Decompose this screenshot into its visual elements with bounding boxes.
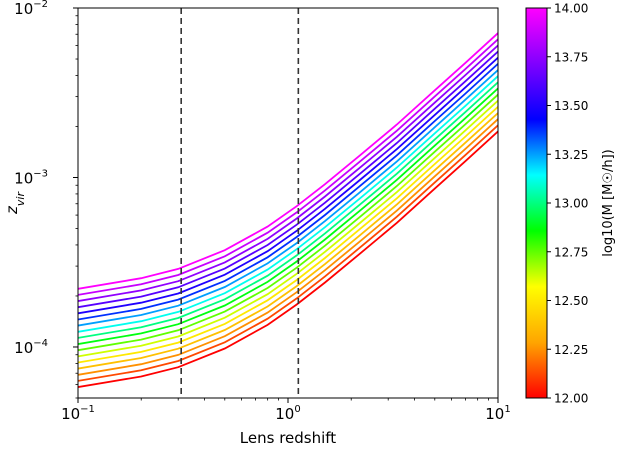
series-line: [78, 32, 498, 290]
y-tick-label: 10−4: [14, 338, 48, 357]
series-line: [78, 106, 498, 364]
series-line: [78, 124, 498, 382]
series-line: [78, 44, 498, 302]
y-tick-label: 10−3: [14, 168, 48, 187]
series-line: [78, 130, 498, 388]
x-tick-label: 100: [275, 404, 300, 423]
colorbar-tick-label: 12.50: [554, 294, 588, 308]
x-tick-label: 10−1: [61, 404, 95, 423]
x-axis-ticks: 10−1 100 101: [61, 398, 511, 423]
y-axis-label: zvir: [3, 191, 27, 215]
colorbar-ticks: 12.00 12.25 12.50 12.75 13.00 13.25 13.50 13.75…: [547, 2, 588, 406]
series-line: [78, 100, 498, 358]
colorbar-tick-label: 12.25: [554, 343, 588, 357]
x-tick-label: 101: [485, 404, 510, 423]
colorbar-tick-label: 13.50: [554, 99, 588, 113]
x-axis-label: Lens redshift: [240, 429, 337, 447]
series-line: [78, 81, 498, 339]
colorbar-tick-label: 14.00: [554, 2, 588, 16]
colorbar: [525, 7, 548, 399]
colorbar-tick-label: 13.75: [554, 50, 588, 64]
series-line: [78, 63, 498, 321]
series-lines: [78, 32, 498, 388]
y-tick-label: 10−2: [14, 0, 48, 18]
colorbar-tick-label: 13.00: [554, 197, 588, 211]
series-line: [78, 75, 498, 333]
series-line: [78, 118, 498, 376]
series-line: [78, 112, 498, 370]
series-line: [78, 93, 498, 352]
colorbar-tick-label: 13.25: [554, 148, 588, 162]
series-line: [78, 69, 498, 327]
colorbar-tick-label: 12.00: [554, 392, 588, 406]
colorbar-label: log10(M [M☉/h]): [601, 149, 616, 257]
series-line: [78, 87, 498, 345]
series-line: [78, 38, 498, 296]
reference-lines: [180, 8, 300, 398]
series-line: [78, 57, 498, 315]
series-line: [78, 50, 498, 309]
colorbar-tick-label: 12.75: [554, 245, 588, 259]
